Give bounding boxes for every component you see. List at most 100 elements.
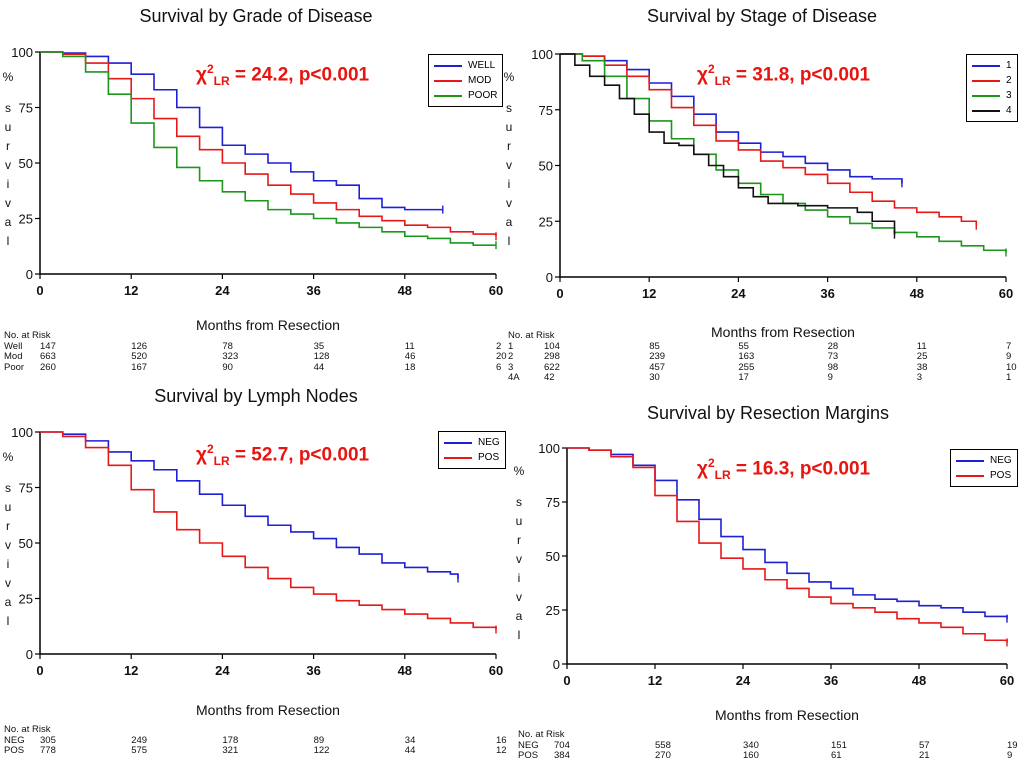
x-tick-label: 36	[824, 673, 838, 688]
risk-count: 89	[313, 734, 325, 746]
legend-label: NEG	[478, 437, 500, 448]
risk-count: 17	[738, 372, 749, 383]
y-axis-label: % s u r v i v a l	[2, 70, 14, 248]
y-tick-label: 75	[19, 481, 33, 496]
risk-count: 57	[919, 739, 930, 751]
risk-count: 2	[496, 340, 502, 352]
stat-annotation: χ2LR = 31.8, p<0.001	[697, 62, 871, 89]
risk-table-header: No. at Risk	[518, 729, 565, 740]
legend-swatch	[972, 94, 1000, 97]
risk-count: 126	[131, 340, 148, 352]
risk-count: 457	[649, 361, 666, 373]
legend-label: POS	[478, 452, 500, 463]
risk-table-header: No. at Risk	[4, 330, 51, 341]
risk-count: 151	[831, 739, 847, 751]
risk-row-label: 1	[508, 340, 514, 352]
risk-row-label: 2	[508, 351, 514, 362]
legend-swatch	[434, 94, 462, 97]
legend-item: 1	[972, 58, 1012, 73]
y-axis-label: % s u r v i v a l	[503, 70, 515, 248]
x-tick-label: 48	[910, 286, 924, 301]
risk-count: 34	[404, 734, 416, 746]
survival-curve-1	[560, 53, 903, 184]
x-tick-label: 0	[36, 283, 43, 298]
x-tick-label: 36	[306, 283, 320, 298]
risk-count: 239	[649, 351, 666, 362]
risk-count: 6	[496, 361, 502, 373]
x-tick-label: 60	[999, 286, 1013, 301]
legend-swatch	[434, 79, 462, 82]
y-tick-label: 25	[19, 592, 33, 607]
legend: WELL MOD POOR	[428, 54, 504, 107]
risk-count: 28	[827, 340, 839, 352]
risk-count: 20	[496, 351, 507, 362]
risk-table: No. at Risk 1 104 85 55 28 11 7 2 298 239 163 73 25 9 3…	[508, 330, 1017, 382]
x-tick-label: 0	[36, 663, 43, 678]
x-axis-label: Months from Resection	[715, 707, 859, 723]
risk-count: 1	[1006, 372, 1012, 383]
risk-count: 104	[544, 340, 560, 352]
x-tick-label: 36	[820, 286, 834, 301]
x-tick-label: 24	[736, 673, 751, 688]
legend-label: 4	[1006, 105, 1012, 116]
risk-table-header: No. at Risk	[508, 330, 555, 341]
legend-item: NEG	[956, 453, 1012, 468]
risk-count: 35	[313, 340, 325, 352]
risk-count: 305	[40, 734, 56, 746]
risk-count: 255	[738, 361, 755, 373]
risk-table-header: No. at Risk	[4, 724, 51, 735]
legend-swatch	[956, 474, 984, 477]
risk-row-label: 3	[508, 361, 514, 373]
chart-title: Survival by Resection Margins	[646, 403, 890, 423]
risk-count: 10	[1006, 361, 1017, 373]
risk-count: 19	[1007, 739, 1018, 751]
risk-table: No. at Risk Well 147 126 78 35 11 2 Mod 663 520 323…	[4, 330, 507, 372]
risk-count: 3	[916, 372, 923, 383]
legend-label: NEG	[990, 455, 1012, 466]
risk-count: 46	[404, 351, 416, 362]
survival-curve-4	[560, 53, 896, 235]
y-tick-label: 50	[19, 536, 33, 551]
legend-item: 2	[972, 73, 1012, 88]
survival-curve-well	[40, 51, 443, 211]
survival-curve-neg	[567, 447, 1008, 619]
legend-item: 3	[972, 88, 1012, 103]
legend-label: 2	[1006, 75, 1012, 86]
x-axis-label: Months from Resection	[711, 324, 855, 340]
x-tick-label: 48	[398, 663, 412, 678]
risk-count: 7	[1006, 340, 1012, 352]
risk-count: 340	[743, 739, 759, 751]
risk-count: 16	[496, 734, 507, 746]
legend-swatch	[972, 109, 1000, 112]
stat-annotation: χ2LR = 52.7, p<0.001	[196, 442, 370, 469]
y-tick-label: 75	[539, 103, 553, 118]
y-tick-label: 75	[19, 101, 33, 116]
legend-label: POOR	[468, 90, 498, 101]
chart-title: Survival by Lymph Nodes	[154, 386, 358, 406]
risk-count: 167	[131, 361, 148, 373]
chart-title: Survival by Stage of Disease	[646, 6, 878, 26]
risk-count: 30	[649, 372, 660, 383]
survival-curve-pos	[40, 431, 497, 630]
y-tick-label: 75	[546, 495, 560, 510]
x-tick-label: 60	[489, 283, 503, 298]
y-tick-label: 25	[546, 603, 560, 618]
x-tick-label: 12	[642, 286, 656, 301]
legend-swatch	[972, 79, 1000, 82]
y-tick-label: 100	[11, 45, 33, 60]
risk-count: 12	[496, 745, 507, 756]
x-tick-label: 12	[124, 283, 138, 298]
x-tick-label: 48	[398, 283, 412, 298]
risk-row-label: POS	[518, 750, 539, 761]
survival-curve-pos	[567, 447, 1008, 643]
y-tick-label: 100	[531, 47, 553, 62]
risk-count: 11	[916, 340, 927, 352]
legend-swatch	[444, 456, 472, 459]
x-tick-label: 12	[124, 663, 138, 678]
risk-count: 178	[222, 734, 239, 746]
y-tick-label: 0	[546, 270, 553, 285]
legend-item: NEG	[444, 435, 500, 450]
risk-count: 778	[40, 745, 56, 756]
